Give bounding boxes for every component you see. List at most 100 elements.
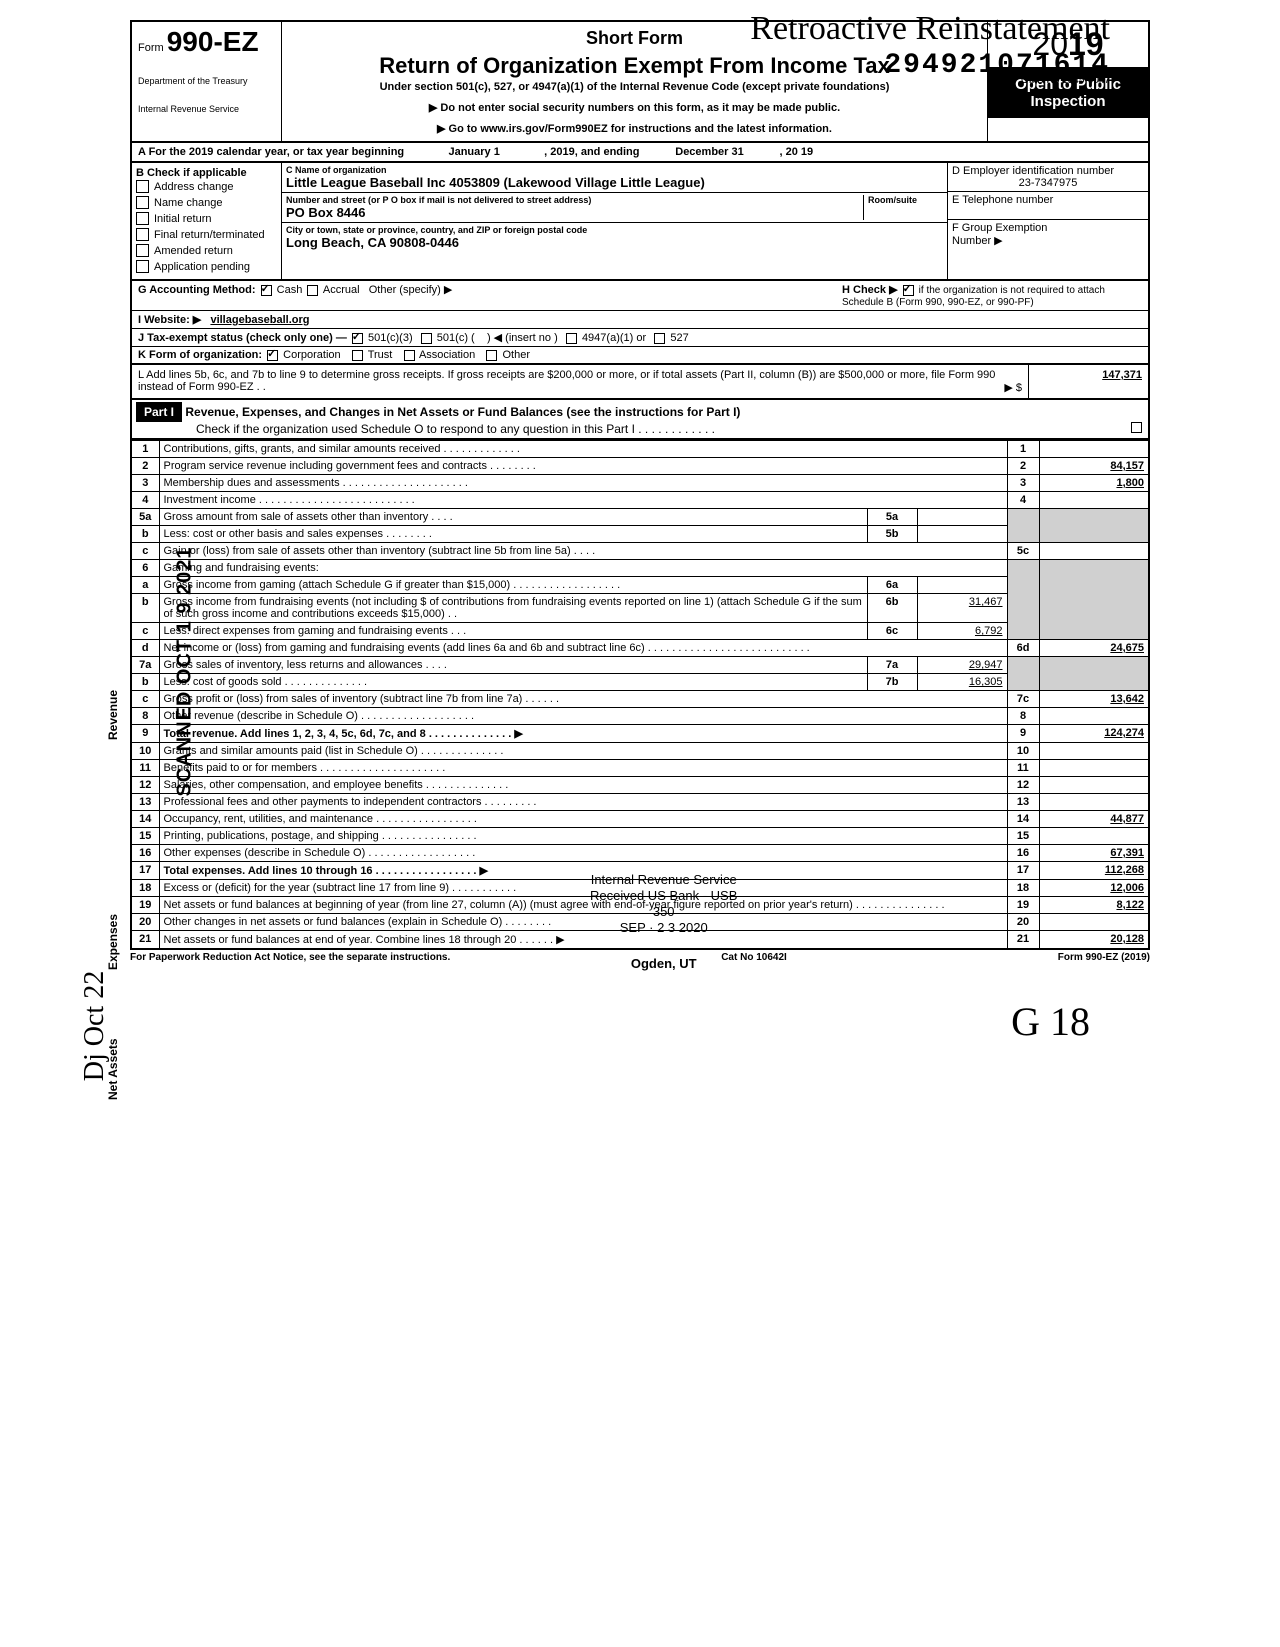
header-left: Form 990-EZ Department of the Treasury I… (132, 22, 282, 141)
line-a: A For the 2019 calendar year, or tax yea… (130, 143, 1150, 163)
col-c: C Name of organization Little League Bas… (282, 163, 948, 279)
501c-insert: ) ◀ (insert no ) (487, 332, 558, 344)
501c3-label: 501(c)(3) (368, 332, 413, 344)
row-8: 8Other revenue (describe in Schedule O) … (131, 708, 1149, 725)
line-k: K Form of organization: Corporation Trus… (132, 347, 1148, 363)
row-10: 10Grants and similar amounts paid (list … (131, 743, 1149, 760)
row-7a: 7aGross sales of inventory, less returns… (131, 657, 1149, 674)
row-5c: cGain or (loss) from sale of assets othe… (131, 543, 1149, 560)
501c-label: 501(c) ( (437, 332, 475, 344)
chk-address[interactable]: Address change (136, 179, 277, 195)
side-revenue: Revenue (106, 690, 120, 740)
chk-4947[interactable] (566, 333, 577, 344)
open-line2: Inspection (992, 93, 1144, 110)
row-1: 1Contributions, gifts, grants, and simil… (131, 441, 1149, 458)
row-14: 14Occupancy, rent, utilities, and mainte… (131, 811, 1149, 828)
form-num: 990-EZ (167, 26, 259, 57)
chk-501c[interactable] (421, 333, 432, 344)
line-j: J Tax-exempt status (check only one) — 5… (132, 329, 1148, 347)
form-title: Return of Organization Exempt From Incom… (290, 53, 979, 79)
chk-cash[interactable] (261, 285, 272, 296)
line-a-label: A For the 2019 calendar year, or tax yea… (138, 146, 404, 158)
row-7c: cGross profit or (loss) from sales of in… (131, 691, 1149, 708)
chk-sched-o[interactable] (1131, 422, 1142, 433)
irs-stamp-l3: 350 (590, 904, 737, 920)
chk-name[interactable]: Name change (136, 195, 277, 211)
side-expenses: Expenses (106, 914, 120, 970)
form-prefix: Form (138, 42, 164, 54)
ein-value: 23-7347975 (952, 177, 1144, 189)
group-exempt-num: Number ▶ (952, 234, 1144, 247)
chk-trust[interactable] (352, 350, 363, 361)
row-11: 11Benefits paid to or for members . . . … (131, 760, 1149, 777)
chk-sched-b[interactable] (903, 285, 914, 296)
footer-left: For Paperwork Reduction Act Notice, see … (130, 952, 450, 963)
row-4: 4Investment income . . . . . . . . . . .… (131, 492, 1149, 509)
line-l-arrow: ▶ $ (1004, 381, 1022, 394)
line-l: L Add lines 5b, 6c, and 7b to line 9 to … (130, 365, 1150, 400)
room-label: Room/suite (868, 195, 943, 205)
page-number: 1 (1127, 80, 1140, 108)
row-2: 2Program service revenue including gover… (131, 458, 1149, 475)
chk-amended[interactable]: Amended return (136, 243, 277, 259)
line-a-mid: , 2019, and ending (544, 146, 639, 158)
row-5b: bLess: cost or other basis and sales exp… (131, 526, 1149, 543)
row-17-desc: Total expenses. Add lines 10 through 16 … (164, 865, 488, 877)
block-bcdef: B Check if applicable Address change Nam… (130, 163, 1150, 281)
line-k-label: K Form of organization: (138, 349, 262, 361)
other-org-label: Other (502, 349, 530, 361)
row-9: 9Total revenue. Add lines 1, 2, 3, 4, 5c… (131, 725, 1149, 743)
line-g-label: G Accounting Method: (138, 284, 256, 296)
form-number: Form 990-EZ (138, 26, 275, 58)
line-i: I Website: ▶ villagebaseball.org (132, 311, 1148, 329)
footer-right: Form 990-EZ (2019) (1058, 952, 1150, 963)
row-9-desc: Total revenue. Add lines 1, 2, 3, 4, 5c,… (164, 728, 523, 740)
org-addr: PO Box 8446 (286, 205, 863, 220)
line-j-label: J Tax-exempt status (check only one) — (138, 332, 347, 344)
col-b: B Check if applicable Address change Nam… (132, 163, 282, 279)
header-arrow2: ▶ Go to www.irs.gov/Form990EZ for instru… (290, 122, 979, 135)
trust-label: Trust (368, 349, 393, 361)
ein-label: D Employer identification number (952, 165, 1144, 177)
row-6c: cLess: direct expenses from gaming and f… (131, 623, 1149, 640)
accrual-label: Accrual (323, 284, 360, 296)
city-label: City or town, state or province, country… (286, 225, 943, 235)
row-12: 12Salaries, other compensation, and empl… (131, 777, 1149, 794)
chk-assoc[interactable] (404, 350, 415, 361)
handwritten-note: Retroactive Reinstatement (750, 10, 1110, 48)
col-def: D Employer identification number 23-7347… (948, 163, 1148, 279)
corp-label: Corporation (283, 349, 340, 361)
irs-stamp-l1: Internal Revenue Service (590, 872, 737, 888)
irs-stamp-l5: Ogden, UT (590, 956, 737, 972)
row-6d: dNet income or (loss) from gaming and fu… (131, 640, 1149, 657)
irs-stamp-l4: SEP · 2 3 2020 (590, 920, 737, 936)
chk-other-org[interactable] (486, 350, 497, 361)
line-a-end: December 31 (640, 146, 780, 158)
chk-527[interactable] (654, 333, 665, 344)
row-6a: aGross income from gaming (attach Schedu… (131, 577, 1149, 594)
assoc-label: Association (419, 349, 475, 361)
form-page: Retroactive Reinstatement 294921071614 O… (130, 20, 1150, 965)
box-b-label: B Check if applicable (136, 167, 247, 179)
527-label: 527 (670, 332, 688, 344)
other-label: Other (specify) ▶ (369, 284, 453, 296)
org-city: Long Beach, CA 90808-0446 (286, 235, 943, 250)
cash-label: Cash (277, 284, 303, 296)
chk-final[interactable]: Final return/terminated (136, 227, 277, 243)
chk-accrual[interactable] (307, 285, 318, 296)
header-arrow1: ▶ Do not enter social security numbers o… (290, 101, 979, 114)
row-6: 6Gaming and fundraising events: (131, 560, 1149, 577)
signature: G 18 (1011, 998, 1090, 1045)
line-i-label: I Website: ▶ (138, 314, 201, 326)
line-l-amount: 147,371 (1028, 365, 1148, 398)
line-h-label: H Check ▶ (842, 284, 898, 296)
side-netassets: Net Assets (106, 1038, 120, 1100)
chk-501c3[interactable] (352, 333, 363, 344)
group-exempt-label: F Group Exemption (952, 222, 1144, 234)
line-h: H Check ▶ if the organization is not req… (842, 283, 1142, 308)
chk-pending[interactable]: Application pending (136, 259, 277, 275)
irs-stamp-l2: Received US Bank - USB (590, 888, 737, 904)
line-a-tail: , 20 19 (780, 146, 814, 158)
chk-initial[interactable]: Initial return (136, 211, 277, 227)
chk-corp[interactable] (267, 350, 278, 361)
